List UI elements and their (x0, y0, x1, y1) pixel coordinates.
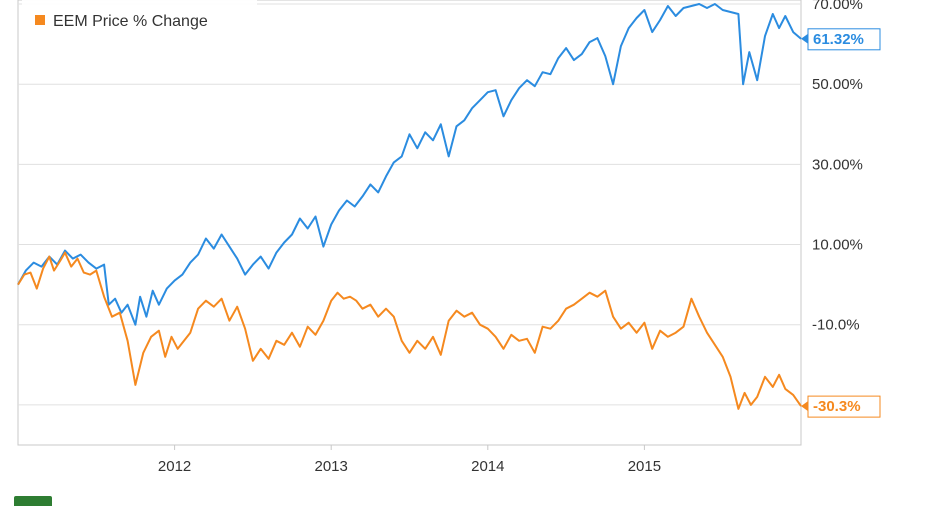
legend-background (22, 0, 257, 36)
series-line-blue (17, 3, 802, 326)
y-axis: 70.00% 50.00% 30.00% 10.00% -10.0% (812, 0, 863, 334)
legend: EEM Price % Change (22, 0, 257, 36)
end-labels: 61.32% -30.3% (801, 28, 881, 418)
y-tick-label: 10.00% (812, 237, 863, 254)
x-tick-label: 2012 (158, 458, 191, 475)
grid-lines (18, 3, 801, 450)
x-tick-label: 2014 (471, 458, 504, 475)
legend-swatch-orange (35, 15, 45, 25)
ycharts-logo (14, 496, 52, 506)
end-label-orange: -30.3% (801, 395, 881, 418)
series-line-orange (17, 251, 802, 410)
end-label-pointer (801, 33, 808, 44)
y-tick-label: 50.00% (812, 76, 863, 93)
plot-area (17, 0, 802, 446)
end-label-blue: 61.32% (801, 28, 881, 51)
logo-badge (14, 496, 52, 506)
legend-label-eem: EEM Price % Change (53, 13, 208, 30)
y-tick-label: 70.00% (812, 0, 863, 13)
y-tick-label: 30.00% (812, 156, 863, 173)
end-label-pointer (801, 401, 808, 412)
end-label-text: -30.3% (813, 398, 861, 415)
x-tick-label: 2015 (628, 458, 661, 475)
end-label-text: 61.32% (813, 31, 864, 48)
series-lines (17, 3, 802, 410)
x-axis: 2012 2013 2014 2015 (158, 458, 661, 475)
y-tick-label: -10.0% (812, 317, 860, 334)
x-tick-label: 2013 (315, 458, 348, 475)
